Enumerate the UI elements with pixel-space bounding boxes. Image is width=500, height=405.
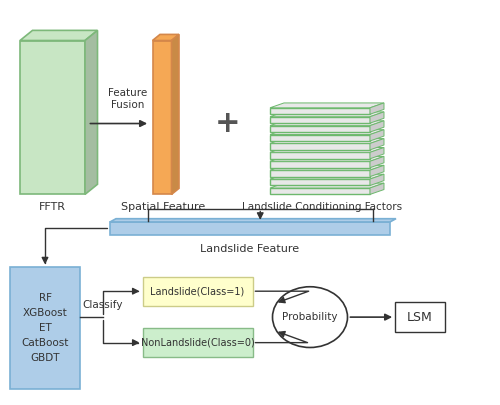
Polygon shape: [270, 130, 384, 134]
Bar: [270, 170, 370, 177]
Polygon shape: [370, 139, 384, 150]
Ellipse shape: [272, 287, 347, 347]
Text: FFTR: FFTR: [39, 202, 66, 213]
Polygon shape: [270, 139, 384, 143]
Text: Spatial Feature: Spatial Feature: [121, 202, 205, 213]
Bar: [270, 161, 370, 168]
Polygon shape: [370, 165, 384, 177]
Bar: [270, 179, 370, 185]
Polygon shape: [370, 121, 384, 132]
Text: +: +: [214, 109, 240, 138]
Text: Landslide Conditioning Factors: Landslide Conditioning Factors: [242, 202, 402, 213]
Text: NonLandslide(Class=0): NonLandslide(Class=0): [140, 338, 254, 347]
Polygon shape: [270, 183, 384, 188]
Polygon shape: [370, 147, 384, 159]
Text: LSM: LSM: [407, 311, 433, 324]
Polygon shape: [20, 30, 98, 40]
Polygon shape: [370, 103, 384, 114]
Polygon shape: [370, 183, 384, 194]
Bar: [142, 328, 252, 357]
Text: Probability: Probability: [282, 312, 338, 322]
Polygon shape: [370, 112, 384, 123]
Bar: [270, 108, 370, 114]
Text: Feature
Fusion: Feature Fusion: [108, 88, 148, 110]
Bar: [270, 126, 370, 132]
Polygon shape: [152, 34, 179, 41]
Polygon shape: [85, 30, 98, 194]
Polygon shape: [270, 165, 384, 170]
Polygon shape: [270, 174, 384, 179]
Polygon shape: [370, 174, 384, 185]
Bar: [20, 40, 85, 194]
Polygon shape: [270, 156, 384, 161]
Polygon shape: [270, 112, 384, 117]
Polygon shape: [270, 103, 384, 108]
Polygon shape: [110, 219, 396, 222]
Text: Classify: Classify: [82, 300, 123, 310]
Text: Landslide(Class=1): Landslide(Class=1): [150, 286, 244, 296]
Bar: [110, 222, 390, 235]
Bar: [152, 40, 172, 194]
Bar: [270, 134, 370, 141]
Bar: [270, 188, 370, 194]
Polygon shape: [270, 147, 384, 152]
Polygon shape: [370, 130, 384, 141]
Bar: [395, 302, 445, 332]
Polygon shape: [370, 156, 384, 168]
Bar: [270, 117, 370, 123]
Text: RF
XGBoost
ET
CatBoost
GBDT: RF XGBoost ET CatBoost GBDT: [22, 294, 68, 362]
Bar: [10, 267, 80, 389]
Bar: [142, 277, 252, 306]
Bar: [270, 152, 370, 159]
Polygon shape: [270, 121, 384, 126]
Bar: [270, 143, 370, 150]
Text: Landslide Feature: Landslide Feature: [200, 244, 300, 254]
Polygon shape: [172, 34, 179, 194]
